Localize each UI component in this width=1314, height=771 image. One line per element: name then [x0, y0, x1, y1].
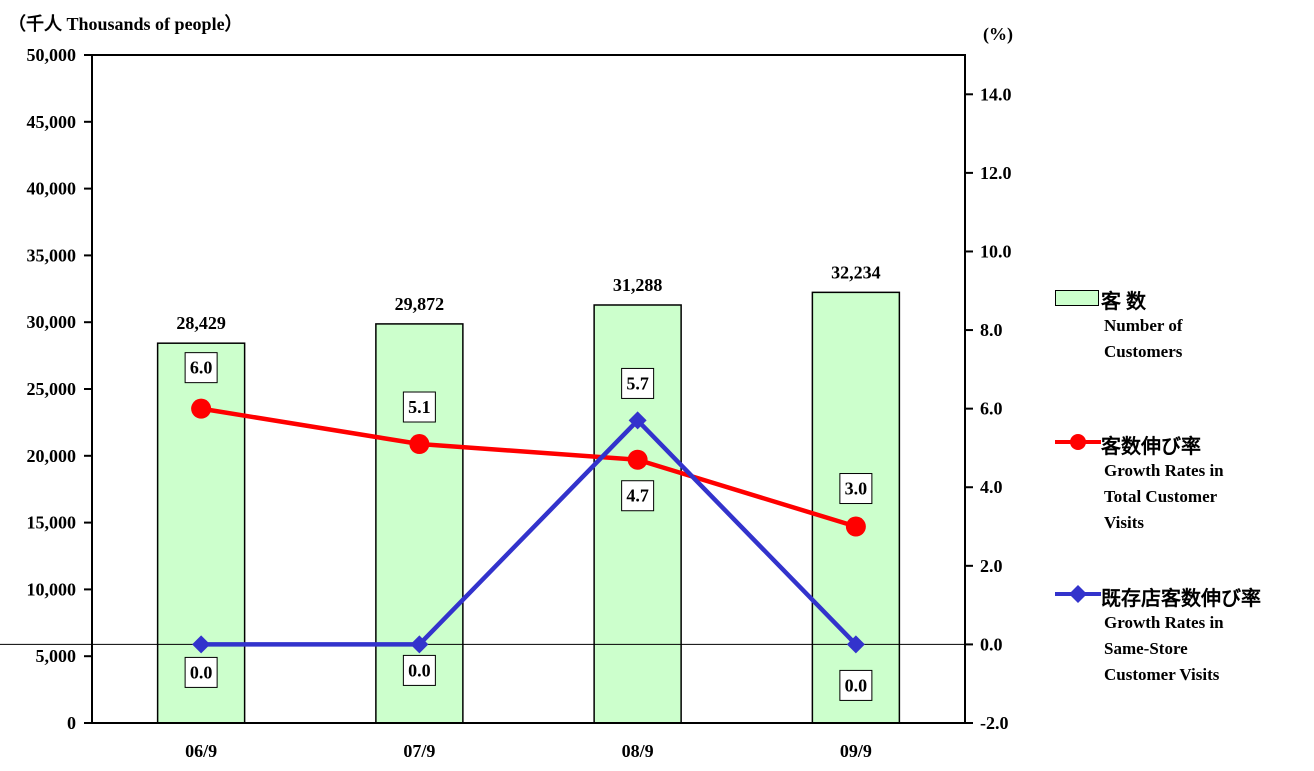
legend-swatch-bar	[1055, 285, 1101, 311]
left-tick-label: 20,000	[27, 446, 77, 466]
legend-label-en: Growth Rates in Total Customer Visits	[1104, 458, 1304, 536]
right-axis-ticks: -2.0 0.0 2.0 4.0 6.0 8.0 10.0 12.0 14.0	[965, 84, 1012, 733]
bar-value-label: 29,872	[395, 294, 445, 314]
legend-label-jp: 既存店客数伸び率	[1101, 588, 1261, 610]
x-axis-ticks: 06/9 07/9 08/9 09/9	[185, 741, 872, 761]
right-axis-unit-label: (%)	[983, 24, 1013, 45]
blue-series-line	[201, 418, 858, 647]
left-tick-label: 30,000	[27, 312, 77, 332]
legend-line: Growth Rates in	[1104, 461, 1224, 480]
bars: 28,429 29,872 31,288 32,234	[156, 262, 901, 724]
left-tick-label: 10,000	[27, 579, 77, 599]
left-tick-label: 45,000	[27, 112, 77, 132]
left-tick-label: 40,000	[27, 179, 77, 199]
right-tick-label: 14.0	[980, 84, 1012, 104]
red-data-label: 4.7	[626, 486, 649, 506]
blue-series-point	[192, 635, 211, 654]
red-series-point	[845, 516, 866, 537]
x-tick-label: 08/9	[622, 741, 654, 761]
line-series: 6.0 5.1 4.7 3.0 0.0 0.0 5.7 0.0	[184, 352, 873, 701]
blue-series-point	[846, 635, 865, 654]
legend-line: Growth Rates in	[1104, 613, 1224, 632]
blue-data-label-box	[184, 656, 218, 688]
legend-line: Number of	[1104, 316, 1183, 335]
right-tick-label: 2.0	[980, 556, 1003, 576]
left-tick-label: 25,000	[27, 379, 77, 399]
right-tick-label: 10.0	[980, 241, 1012, 261]
right-tick-label: 12.0	[980, 163, 1012, 183]
left-axis-unit-label: （千人 Thousands of people）	[8, 14, 243, 34]
blue-data-label-box	[402, 654, 436, 686]
legend-label-jp: 客数伸び率	[1101, 436, 1201, 458]
left-axis-ticks: 0 5,000 10,000 15,000 20,000 25,000 30,000 35,0…	[27, 45, 92, 733]
red-series-point	[409, 434, 430, 455]
legend-swatch-red-line	[1055, 430, 1101, 456]
red-data-label: 6.0	[190, 358, 213, 378]
bar	[811, 291, 901, 724]
right-tick-label: 0.0	[980, 634, 1003, 654]
legend-line: Customer Visits	[1104, 665, 1220, 684]
legend-line: Total Customer	[1104, 487, 1218, 506]
blue-data-label: 0.0	[408, 660, 431, 680]
blue-data-label-box	[839, 669, 873, 701]
left-tick-label: 15,000	[27, 513, 77, 533]
bar	[593, 304, 682, 724]
legend-label-en: Growth Rates in Same-Store Customer Visi…	[1104, 610, 1304, 688]
legend-label-jp: 客 数	[1101, 291, 1146, 313]
red-data-label: 5.1	[408, 397, 431, 417]
red-series-line	[200, 406, 857, 529]
red-data-label-box	[402, 391, 436, 423]
blue-series-point	[410, 635, 429, 654]
legend-label-en: Number of Customers	[1104, 313, 1304, 365]
right-tick-label: -2.0	[980, 713, 1009, 733]
blue-data-label-box	[621, 367, 655, 399]
blue-data-label: 5.7	[626, 373, 649, 393]
blue-data-label: 0.0	[845, 675, 868, 695]
red-data-label-box	[839, 473, 873, 505]
right-tick-label: 8.0	[980, 320, 1003, 340]
plot-frame	[91, 54, 966, 724]
left-tick-label: 5,000	[36, 646, 77, 666]
legend-line: Customers	[1104, 342, 1183, 361]
left-tick-label: 50,000	[27, 45, 77, 65]
legend-swatch-blue-line	[1055, 582, 1101, 608]
bar-value-label: 31,288	[613, 275, 663, 295]
blue-series-point	[628, 411, 647, 430]
x-tick-label: 06/9	[185, 741, 217, 761]
red-data-label-box	[621, 480, 655, 512]
red-data-label: 3.0	[845, 479, 868, 499]
right-tick-label: 4.0	[980, 477, 1003, 497]
blue-data-label: 0.0	[190, 662, 213, 682]
legend-line: Visits	[1104, 513, 1144, 532]
left-tick-label: 0	[67, 713, 76, 733]
x-tick-label: 07/9	[403, 741, 435, 761]
legend-line: Same-Store	[1104, 639, 1188, 658]
red-data-label-box	[184, 352, 218, 384]
bar-value-label: 32,234	[831, 262, 881, 282]
bar-value-label: 28,429	[176, 313, 226, 333]
right-tick-label: 6.0	[980, 399, 1003, 419]
red-series-point	[627, 449, 648, 470]
x-tick-label: 09/9	[840, 741, 872, 761]
red-series-point	[191, 398, 212, 419]
left-tick-label: 35,000	[27, 245, 77, 265]
